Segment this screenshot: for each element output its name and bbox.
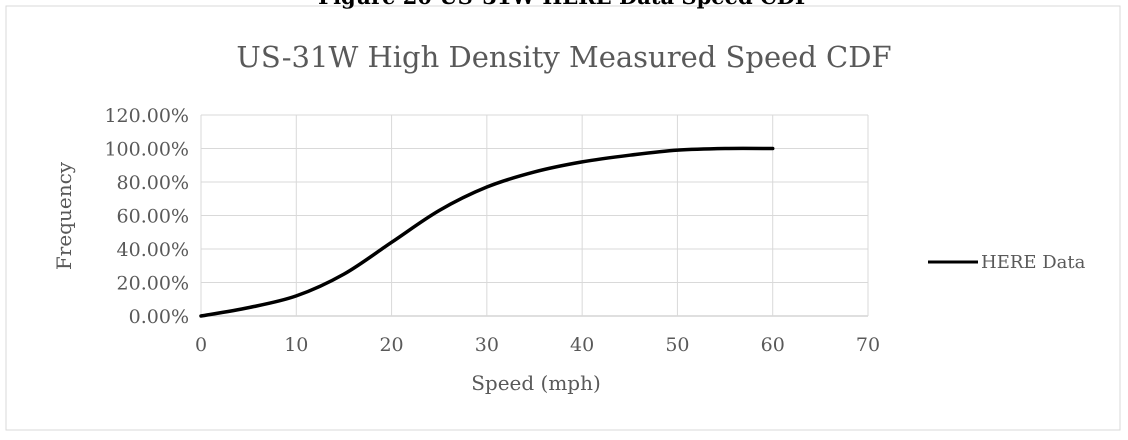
figure-heading: Figure 20 US-31W HERE Data Speed CDF (318, 0, 810, 9)
y-tick-label: 20.00% (117, 273, 189, 295)
chart-title: US-31W High Density Measured Speed CDF (236, 40, 891, 74)
y-tick-labels: 0.00% 20.00% 40.00% 60.00% 80.00% 100.00% 120.… (104, 105, 189, 328)
x-tick-label: 70 (856, 334, 880, 356)
y-tick-label: 100.00% (104, 139, 189, 161)
y-tick-label: 120.00% (104, 105, 189, 127)
legend-label-here-data: HERE Data (981, 252, 1086, 273)
x-tick-label: 40 (570, 334, 594, 356)
y-tick-label: 80.00% (117, 172, 189, 194)
y-tick-label: 60.00% (117, 206, 189, 228)
x-tick-labels: 0 10 20 30 40 50 60 70 (195, 334, 880, 356)
x-tick-label: 60 (761, 334, 785, 356)
x-tick-label: 0 (195, 334, 207, 356)
legend: HERE Data (928, 252, 1086, 273)
x-tick-label: 50 (665, 334, 689, 356)
chart-border (5, 5, 1121, 431)
x-tick-label: 20 (379, 334, 403, 356)
x-axis-title: Speed (mph) (471, 371, 601, 395)
x-tick-label: 30 (475, 334, 499, 356)
y-tick-label: 0.00% (129, 306, 189, 328)
x-tick-label: 10 (284, 334, 308, 356)
series-line-here-data (199, 146, 775, 318)
y-tick-label: 40.00% (117, 239, 189, 261)
series-lines (199, 146, 775, 318)
y-axis-title: Frequency (52, 161, 76, 270)
